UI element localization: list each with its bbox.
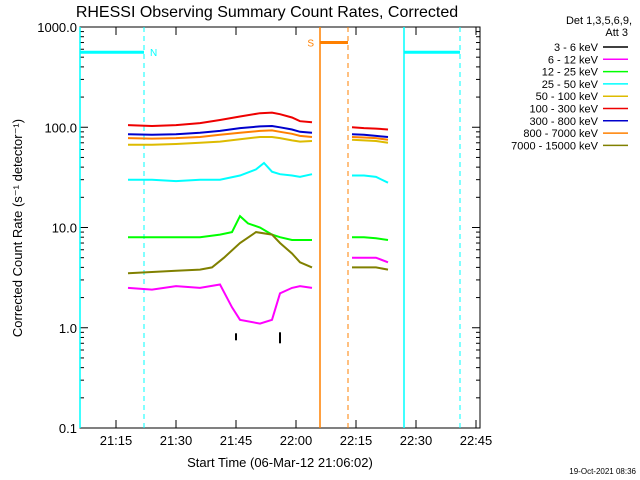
series-line-1-1	[352, 256, 389, 264]
legend-entry-8: 7000 - 15000 keV	[511, 140, 599, 152]
series-line-3-1	[352, 174, 389, 184]
series-lines	[127, 111, 389, 344]
y-tick-label-1: 1.0	[59, 321, 77, 336]
chart-title: RHESSI Observing Summary Count Rates, Co…	[76, 4, 458, 21]
annotation-label-1: S	[307, 39, 314, 50]
series-line-2-0	[128, 214, 312, 241]
legend-entry-6: 300 - 800 keV	[530, 116, 599, 128]
x-tick-label-2: 21:45	[220, 433, 253, 448]
x-axis-label: Start Time (06-Mar-12 21:06:02)	[187, 455, 373, 470]
x-tick-label-1: 21:30	[160, 433, 193, 448]
series-line-2-1	[352, 236, 389, 241]
legend-entry-1: 6 - 12 keV	[548, 54, 599, 66]
series-line-3-0	[128, 161, 313, 183]
series-line-1-0	[127, 283, 313, 325]
x-tick-label-4: 22:15	[340, 433, 373, 448]
annotation-label-0: N	[150, 48, 157, 59]
y-tick-label-2: 10.0	[52, 221, 77, 236]
legend-entry-7: 800 - 7000 keV	[523, 128, 598, 140]
series-line-5-0	[127, 111, 313, 128]
series-line-5-1	[351, 126, 389, 131]
series-line-4-1	[351, 138, 389, 144]
legend-entry-2: 12 - 25 keV	[542, 67, 599, 79]
legend-entry-0: 3 - 6 keV	[554, 42, 599, 54]
series-line-6-1	[351, 133, 389, 138]
series-line-4-0	[128, 136, 313, 146]
series-line-8-0	[127, 231, 313, 275]
series-line-8-1	[352, 266, 389, 271]
x-tick-label-6: 22:45	[460, 433, 493, 448]
plot-frame	[79, 26, 481, 429]
spacecraft-annotations: NS	[79, 27, 461, 428]
x-tick-label-0: 21:15	[100, 433, 133, 448]
x-tick-label-5: 22:30	[400, 433, 433, 448]
y-tick-label-4: 1000.0	[37, 20, 77, 35]
axis-ticks: 21:15 21:30 21:45 22:00 22:15 22:30 22:45 0.1 1.…	[37, 20, 492, 448]
series-line-7-1	[351, 136, 389, 141]
footer-date: 19-Oct-2021 08:36	[569, 467, 636, 476]
y-tick-label-3: 100.0	[44, 120, 77, 135]
x-tick-label-3: 22:00	[280, 433, 313, 448]
legend-title-line-1: Det 1,3,5,6,9,	[566, 15, 632, 27]
legend-entry-5: 100 - 300 keV	[530, 104, 599, 116]
y-axis-label: Corrected Count Rate (s⁻¹ detector⁻¹)	[10, 119, 25, 337]
legend-entry-4: 50 - 100 keV	[536, 91, 599, 103]
series-line-7-0	[127, 129, 313, 140]
legend-title-line-2: Att 3	[605, 27, 628, 39]
y-tick-label-0: 0.1	[59, 421, 77, 436]
series-line-6-0	[127, 124, 313, 136]
legend-entry-3: 25 - 50 keV	[542, 79, 599, 91]
